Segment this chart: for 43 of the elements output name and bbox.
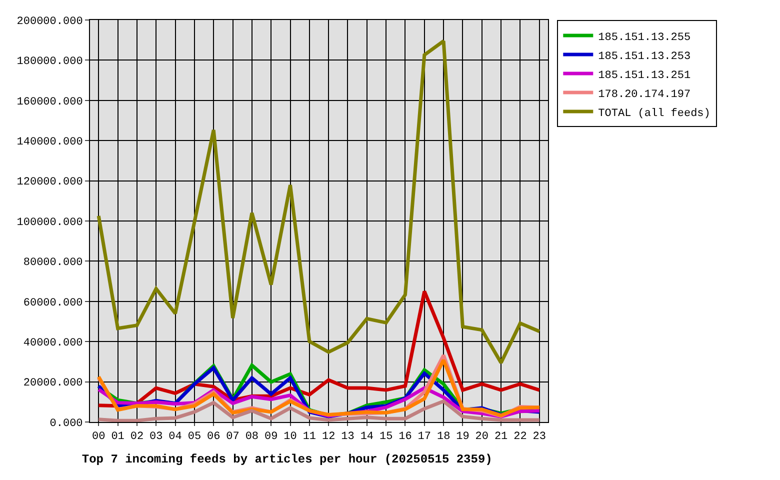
x-tick-label: 13	[341, 431, 354, 444]
y-tick-label: 120000.000	[16, 176, 83, 189]
x-tick-label: 07	[226, 431, 240, 444]
y-tick-label: 40000.000	[23, 337, 83, 350]
x-tick-label: 22	[514, 431, 527, 444]
x-tick-label: 19	[456, 431, 470, 444]
y-tick-label: 160000.000	[16, 96, 83, 108]
y-tick-label: 200000.000	[16, 16, 83, 28]
y-tick-label: 20000.000	[23, 378, 83, 390]
y-tick-label: 80000.000	[23, 257, 83, 270]
x-tick-label: 20	[475, 431, 488, 444]
x-tick-label: 12	[322, 431, 336, 444]
y-tick-label: 0.000	[50, 418, 83, 430]
x-tick-label: 11	[302, 431, 316, 444]
line-series	[96, 39, 542, 364]
x-tick-label: 05	[188, 431, 202, 444]
line-series	[96, 400, 542, 422]
legend-label: 185.151.13.255	[598, 32, 691, 44]
x-tick-label: 08	[245, 431, 259, 444]
text: Top 7 incoming feeds by articles per hour (20250515 2359)	[82, 452, 492, 467]
legend-label: 185.151.13.251	[598, 70, 691, 82]
y-tick-label: 140000.000	[16, 136, 83, 148]
x-tick-label: 21	[494, 431, 508, 444]
y-tick-label: 180000.000	[16, 56, 83, 68]
x-tick-label: 14	[360, 431, 374, 444]
x-tick-label: 06	[207, 431, 220, 444]
y-tick-label: 100000.000	[16, 216, 83, 229]
legend-label: TOTAL (all feeds)	[598, 108, 710, 120]
legend-label: 185.151.13.253	[598, 50, 691, 63]
x-tick-label: 10	[284, 431, 297, 444]
x-tick-label: 23	[532, 431, 546, 444]
x-tick-label: 01	[111, 431, 125, 444]
x-tick-label: 04	[168, 431, 182, 444]
x-tick-label: 16	[398, 431, 412, 444]
x-tick-label: 00	[92, 431, 106, 444]
x-tick-label: 03	[150, 431, 163, 444]
x-tick-label: 17	[418, 431, 431, 444]
x-tick-label: 18	[436, 431, 450, 444]
x-tick-label: 15	[379, 431, 393, 444]
y-tick-label: 60000.000	[23, 297, 83, 310]
legend-label: 178.20.174.197	[598, 88, 691, 101]
x-tick-label: 02	[130, 431, 144, 444]
x-tick-label: 09	[264, 431, 278, 444]
